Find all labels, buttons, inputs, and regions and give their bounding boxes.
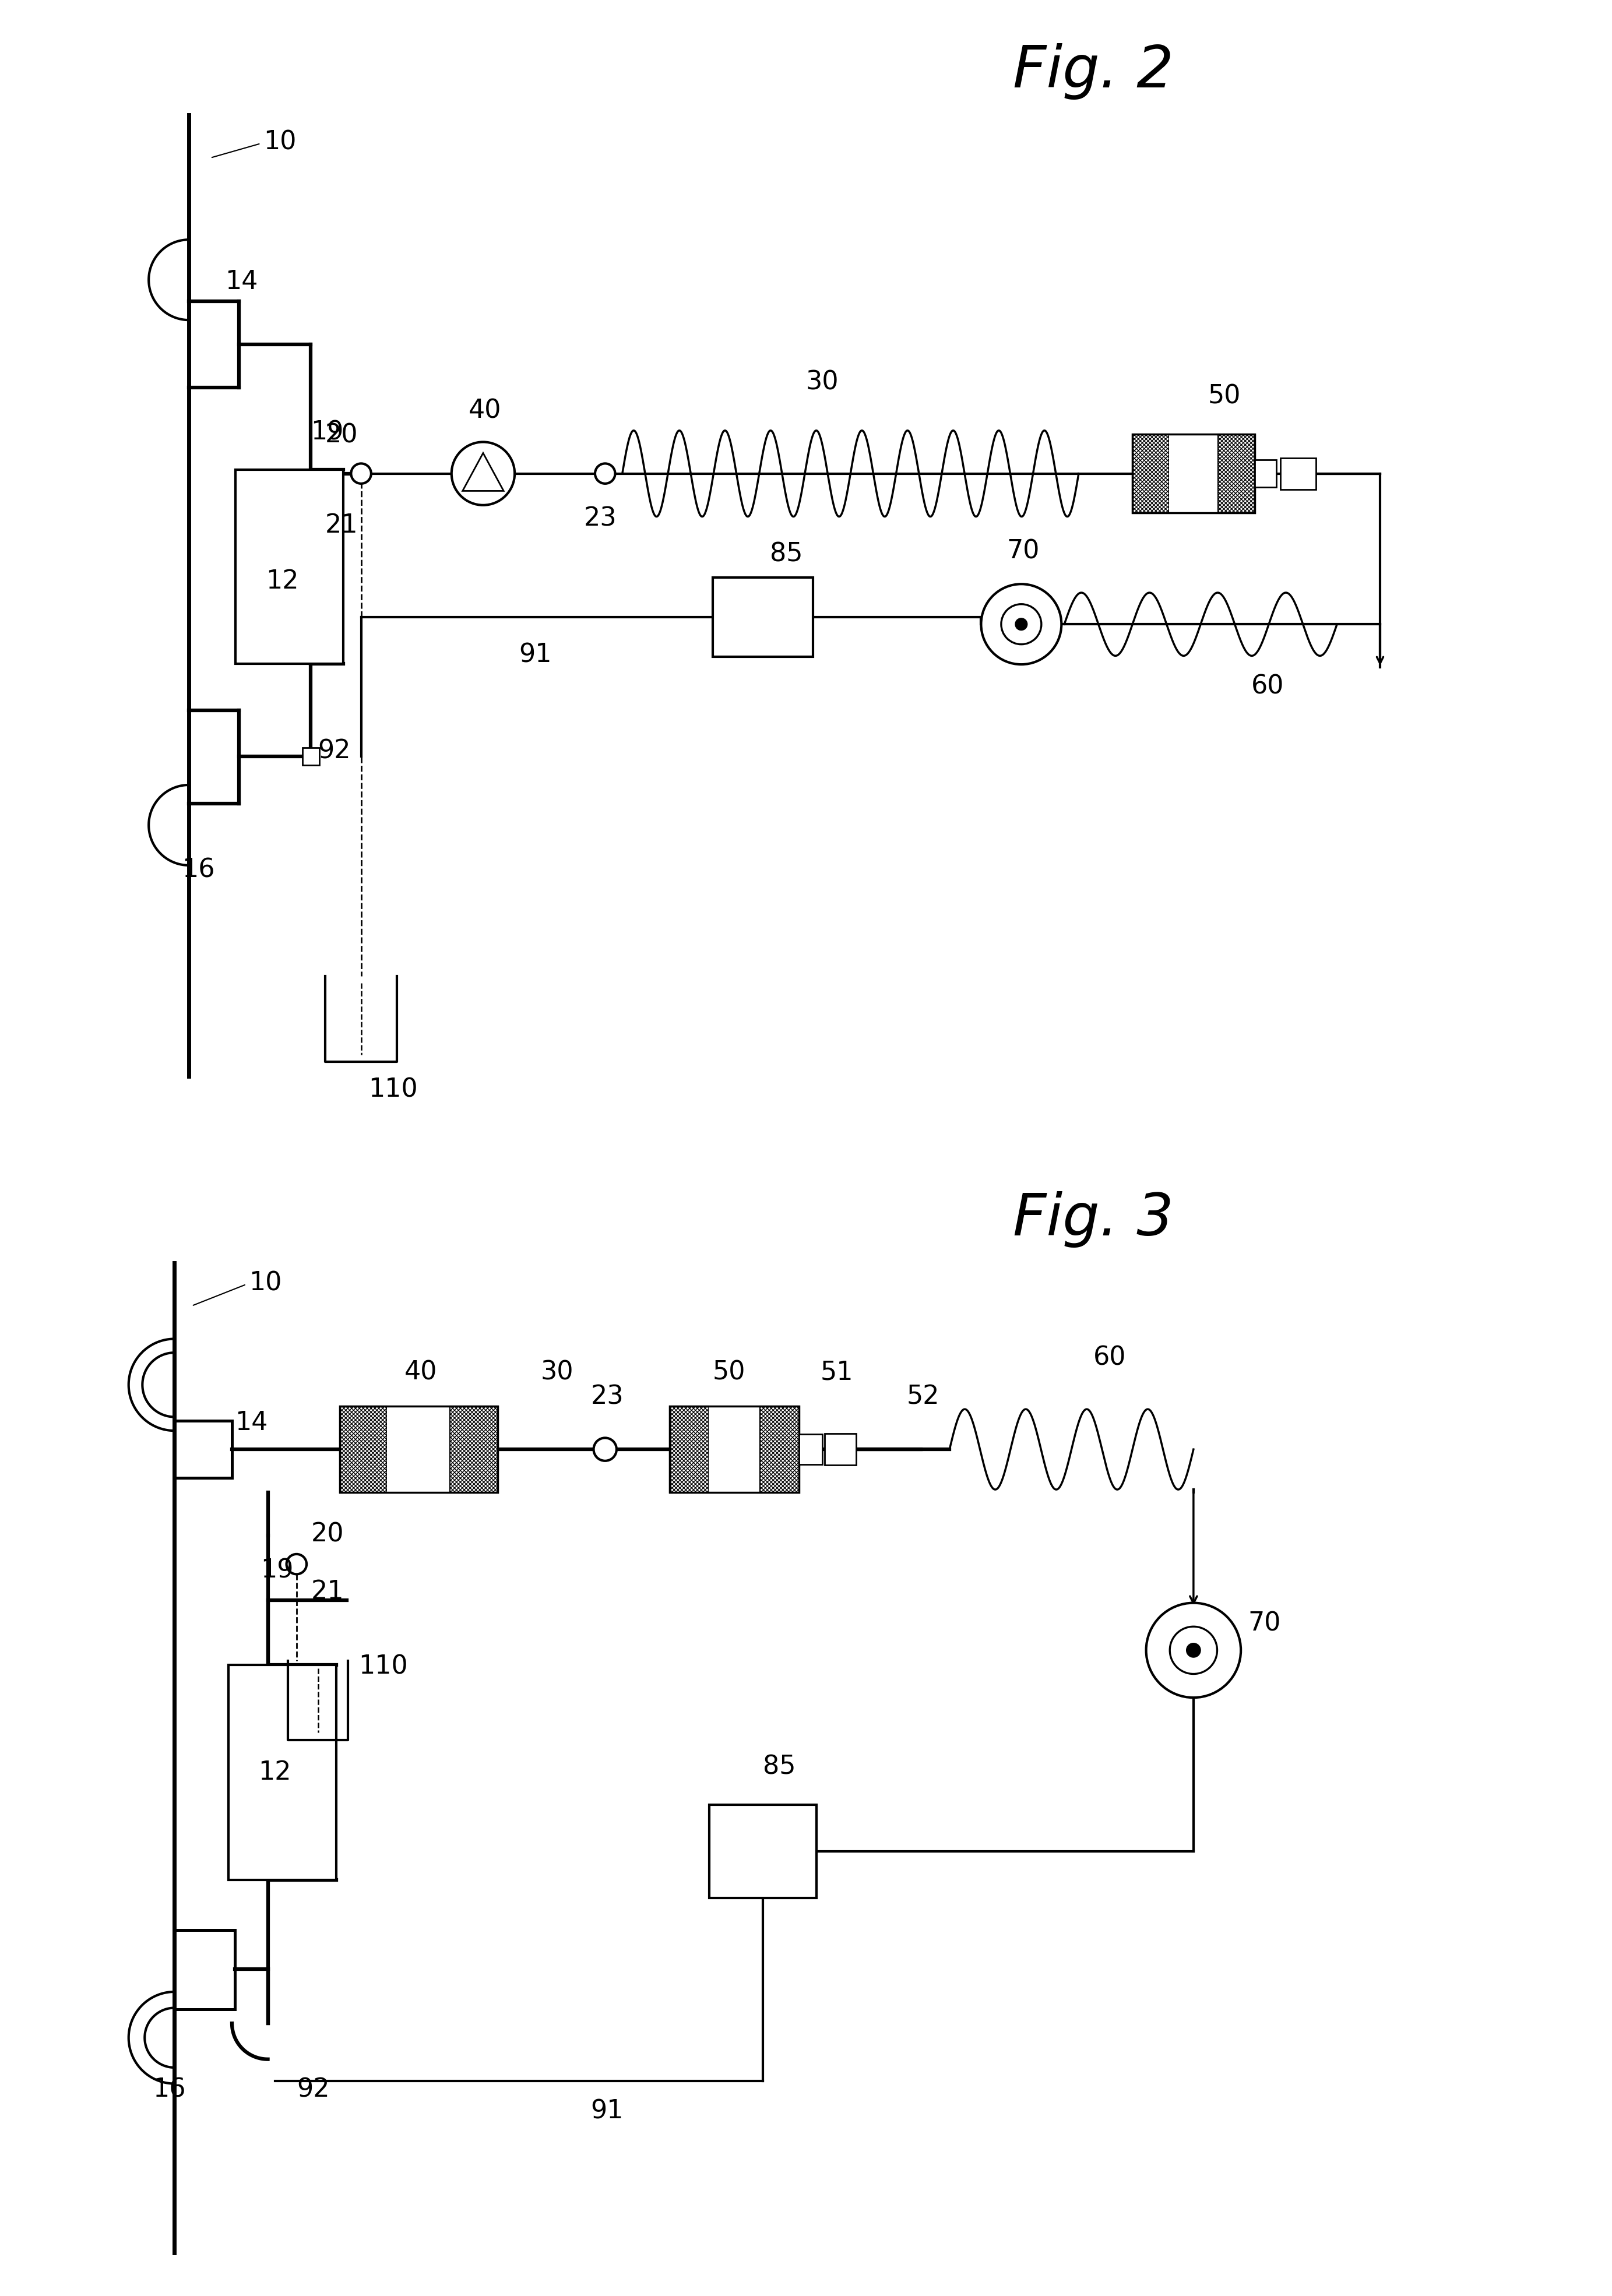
Text: 110: 110 bbox=[358, 1653, 408, 1678]
Text: 21: 21 bbox=[326, 512, 358, 537]
Text: 12: 12 bbox=[258, 1759, 292, 1784]
Bar bbox=[450, 1405, 498, 1492]
Text: 19: 19 bbox=[311, 420, 343, 445]
Circle shape bbox=[1016, 618, 1027, 629]
Text: 85: 85 bbox=[762, 1754, 796, 1779]
Bar bbox=[669, 1405, 708, 1492]
Bar bbox=[1133, 434, 1254, 512]
Bar bbox=[1169, 434, 1219, 512]
Text: 23: 23 bbox=[584, 505, 617, 530]
Text: 91: 91 bbox=[519, 643, 551, 668]
Text: 85: 85 bbox=[771, 542, 803, 567]
Text: 20: 20 bbox=[311, 1522, 343, 1548]
Text: 92: 92 bbox=[297, 2078, 329, 2103]
Text: 23: 23 bbox=[590, 1384, 624, 1410]
Bar bbox=[340, 1405, 387, 1492]
Bar bbox=[825, 1433, 856, 1465]
Circle shape bbox=[1146, 1603, 1241, 1697]
Text: 50: 50 bbox=[713, 1359, 746, 1384]
Text: 30: 30 bbox=[540, 1359, 574, 1384]
Bar bbox=[1219, 434, 1254, 512]
Bar bbox=[235, 471, 343, 664]
Bar bbox=[387, 1405, 450, 1492]
Text: 21: 21 bbox=[311, 1580, 343, 1605]
Circle shape bbox=[351, 464, 371, 484]
Text: 51: 51 bbox=[821, 1359, 853, 1384]
Text: 10: 10 bbox=[250, 1270, 282, 1295]
Text: 60: 60 bbox=[1093, 1345, 1125, 1371]
Text: 70: 70 bbox=[1248, 1612, 1282, 1635]
Text: Fig. 3: Fig. 3 bbox=[1012, 1192, 1174, 1247]
Text: 70: 70 bbox=[1008, 540, 1040, 565]
Text: Fig. 2: Fig. 2 bbox=[1012, 44, 1174, 99]
Circle shape bbox=[595, 464, 616, 484]
Text: 40: 40 bbox=[469, 397, 501, 422]
Bar bbox=[340, 1405, 498, 1492]
Circle shape bbox=[1001, 604, 1041, 645]
Bar bbox=[303, 748, 319, 765]
Bar bbox=[1280, 457, 1315, 489]
Circle shape bbox=[593, 1437, 616, 1460]
Bar bbox=[1133, 434, 1169, 512]
Bar bbox=[761, 1405, 800, 1492]
Text: 14: 14 bbox=[235, 1410, 268, 1435]
Text: 40: 40 bbox=[405, 1359, 437, 1384]
Text: 12: 12 bbox=[266, 569, 298, 595]
Text: 92: 92 bbox=[318, 739, 351, 762]
Bar bbox=[709, 1805, 817, 1899]
Text: 20: 20 bbox=[326, 422, 358, 448]
Bar bbox=[1254, 459, 1277, 487]
Text: 19: 19 bbox=[261, 1557, 293, 1582]
Circle shape bbox=[451, 441, 514, 505]
Bar bbox=[229, 1665, 335, 1880]
Text: 60: 60 bbox=[1251, 673, 1283, 698]
Bar bbox=[708, 1405, 761, 1492]
Text: 10: 10 bbox=[263, 131, 297, 154]
Bar bbox=[713, 579, 812, 657]
Text: 30: 30 bbox=[806, 370, 838, 395]
Bar bbox=[669, 1405, 800, 1492]
Circle shape bbox=[1170, 1626, 1217, 1674]
Text: 14: 14 bbox=[224, 269, 258, 294]
Circle shape bbox=[982, 583, 1061, 664]
Bar bbox=[800, 1435, 822, 1465]
Circle shape bbox=[287, 1554, 306, 1575]
Text: 110: 110 bbox=[368, 1077, 418, 1102]
Text: 50: 50 bbox=[1207, 383, 1241, 409]
Text: 16: 16 bbox=[182, 856, 214, 882]
Text: 52: 52 bbox=[906, 1384, 940, 1410]
Text: 16: 16 bbox=[153, 2078, 185, 2103]
Circle shape bbox=[1186, 1644, 1201, 1658]
Text: 91: 91 bbox=[590, 2099, 624, 2124]
